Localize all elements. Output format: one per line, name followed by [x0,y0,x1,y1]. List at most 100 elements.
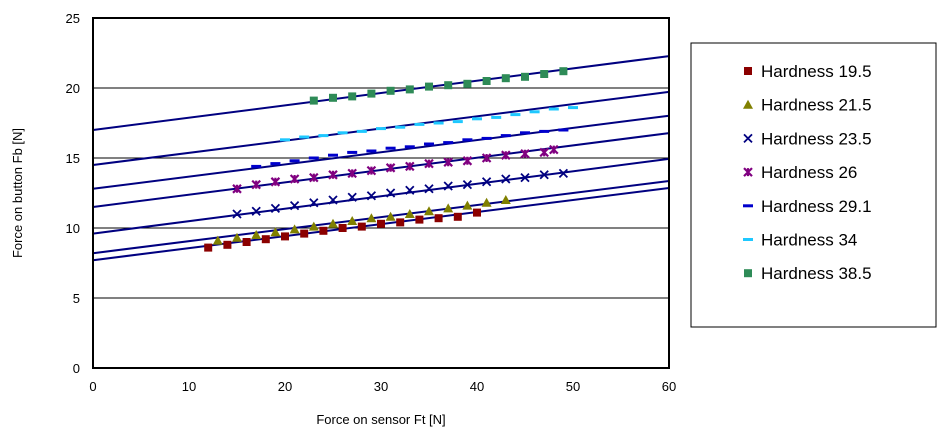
data-point [251,206,261,216]
data-point [548,107,559,111]
x-tick-label: 40 [470,379,484,394]
data-point [328,195,338,205]
data-point [299,135,310,139]
legend-label: Hardness 23.5 [761,129,872,148]
data-point [443,181,453,191]
data-point [356,129,367,133]
x-tick-label: 0 [89,379,96,394]
y-tick-label: 25 [66,11,80,26]
legend-marker [743,99,753,109]
data-point [425,82,433,91]
data-point [385,188,396,198]
data-point [318,134,329,138]
legend-box [690,42,937,328]
data-point [520,149,530,159]
data-point [319,226,328,235]
x-tick-label: 30 [374,379,388,394]
data-point [242,238,251,246]
x-tick-label: 10 [182,379,196,394]
data-point [463,79,472,88]
legend-label: Hardness 29.1 [761,197,872,216]
data-point [338,224,347,232]
legend-marker [743,167,753,177]
legend-label: Hardness 34 [761,231,857,250]
data-point [462,179,473,190]
data-point [270,203,281,214]
data-point [280,138,290,142]
data-point [558,128,569,132]
x-tick-label: 60 [662,379,676,394]
data-point [337,131,348,135]
y-tick-label: 5 [73,291,80,306]
data-point [251,164,262,168]
data-point [396,218,405,227]
data-point [501,174,511,184]
data-point [443,157,453,167]
fit-line [92,179,670,255]
legend: Hardness 19.5 Hardness 21.5 Hardness 23.5 H… [743,62,872,283]
data-point [481,153,492,163]
data-point [539,129,550,133]
plot-frame [92,17,670,369]
data-point [366,191,377,201]
data-point [328,170,338,180]
legend-label: Hardness 26 [761,163,857,182]
data-point [329,93,337,102]
data-point [415,215,424,224]
x-axis-label: Force on sensor Ft [N] [316,412,445,427]
data-point [232,232,242,242]
data-point [462,156,473,166]
data-point [501,150,511,160]
legend-label: Hardness 21.5 [761,96,872,115]
data-point [300,229,309,238]
data-point [443,141,454,145]
fit-line [92,157,670,235]
data-point [520,131,530,135]
data-point [395,125,406,129]
data-point [386,86,395,95]
legend-marker [743,238,753,241]
x-tick-labels: 0 10 20 30 40 50 60 [89,379,676,394]
data-point [377,219,385,228]
data-point [529,110,540,114]
data-point [405,185,415,195]
y-tick-labels: 0 5 10 15 20 25 [66,11,80,376]
data-point [289,200,300,211]
data-point [309,198,319,208]
data-point [270,177,281,187]
data-point [539,170,549,180]
data-point [443,203,454,213]
data-point [270,227,281,237]
data-point [385,146,396,150]
y-axis-label: Force on button Fb [N] [10,128,25,258]
data-point [452,120,463,124]
data-point [501,74,510,83]
data-point [539,147,549,158]
data-point [281,232,289,241]
data-point [347,168,357,179]
data-point [559,67,568,76]
x-tick-label: 20 [278,379,292,394]
data-point [540,70,549,78]
data-point [385,163,396,173]
data-point [424,142,434,146]
data-point [472,117,482,121]
data-point [453,212,462,221]
fit-line [92,132,670,208]
x-tick-label: 50 [566,379,580,394]
data-point [347,150,358,154]
fit-line [92,55,670,131]
data-point [366,149,377,153]
data-point [433,121,444,125]
data-point [289,224,300,234]
data-point [481,136,492,140]
data-point [357,222,366,231]
grid-lines [93,87,669,299]
data-point [473,208,481,217]
data-point [347,216,358,225]
y-tick-label: 20 [66,81,80,96]
plot-area [93,18,669,368]
data-point [212,235,223,245]
data-point [520,172,530,183]
